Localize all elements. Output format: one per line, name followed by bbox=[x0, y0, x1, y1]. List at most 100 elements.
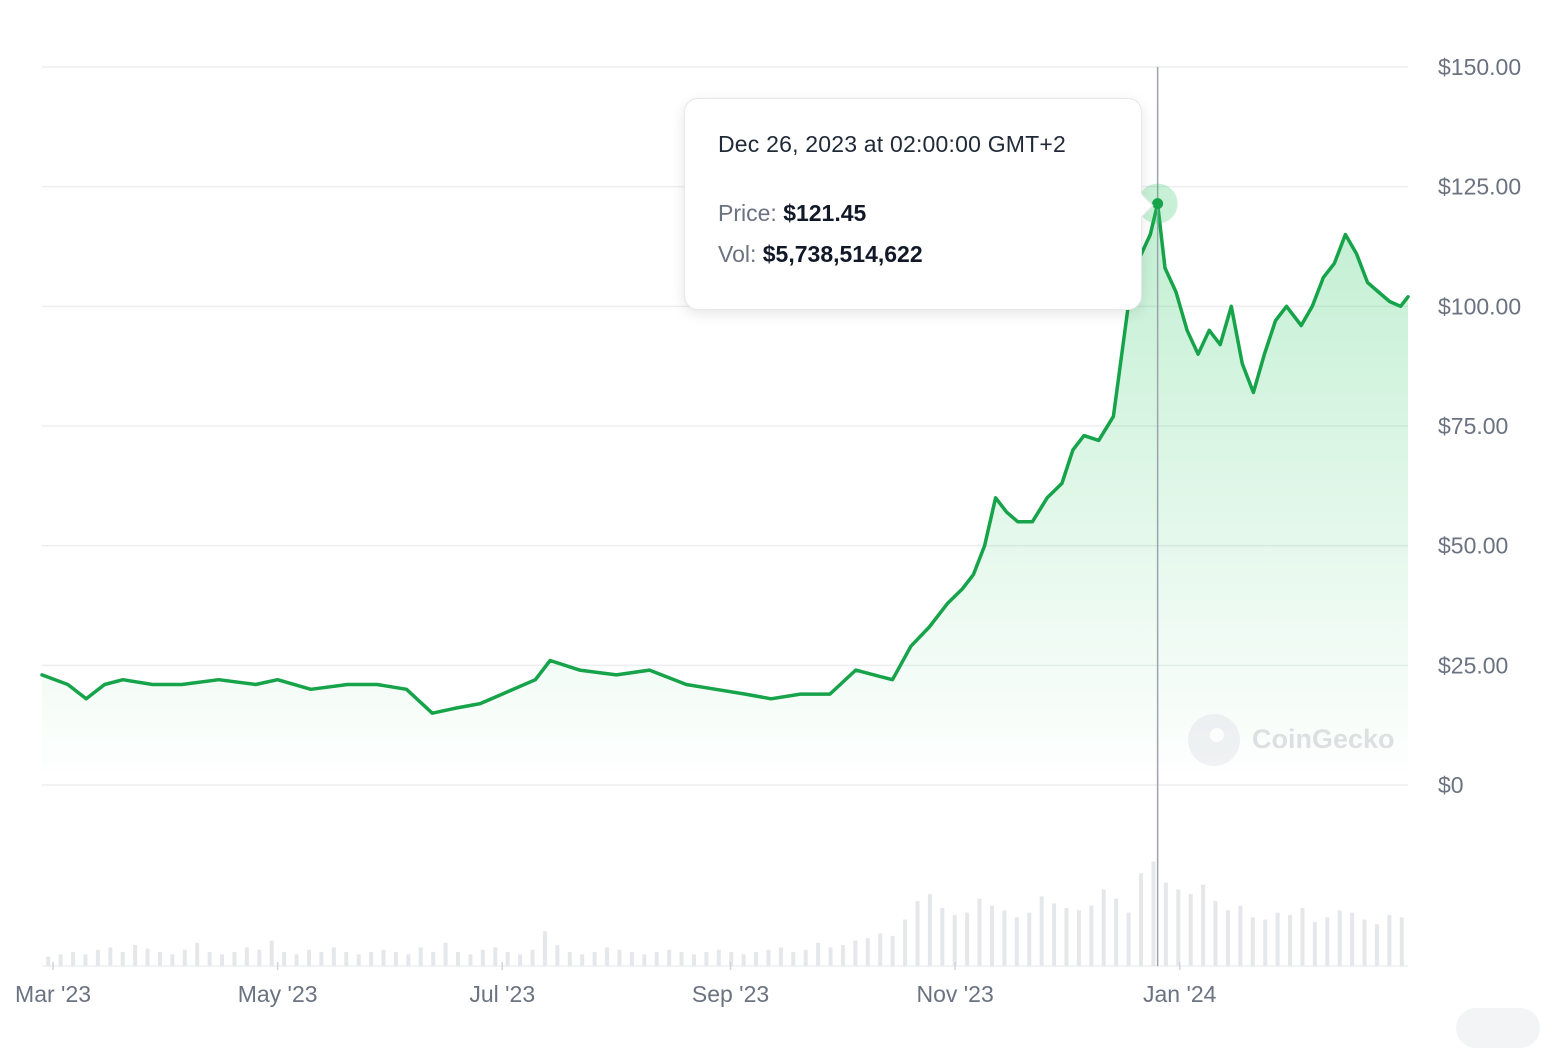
y-tick-label: $100.00 bbox=[1438, 293, 1521, 319]
volume-bar bbox=[294, 954, 299, 966]
volume-bar bbox=[443, 942, 448, 966]
volume-bar bbox=[393, 952, 398, 966]
volume-bar bbox=[754, 952, 759, 966]
x-tick-label: Nov '23 bbox=[916, 981, 993, 1007]
volume-bar bbox=[282, 952, 287, 966]
coingecko-watermark: CoinGecko bbox=[1188, 714, 1398, 768]
x-tick-label: Mar '23 bbox=[15, 981, 91, 1007]
volume-bar bbox=[865, 938, 870, 966]
price-tooltip: Dec 26, 2023 at 02:00:00 GMT+2 Price: $1… bbox=[684, 98, 1154, 310]
volume-bar bbox=[1387, 914, 1392, 966]
tooltip-volume-value: $5,738,514,622 bbox=[762, 241, 923, 267]
volume-bar bbox=[319, 952, 324, 966]
volume-bar bbox=[605, 947, 610, 966]
volume-bar bbox=[716, 949, 721, 966]
volume-bar bbox=[878, 933, 883, 966]
volume-bar bbox=[592, 952, 597, 966]
volume-bar bbox=[580, 954, 585, 966]
volume-bar bbox=[704, 952, 709, 966]
tooltip-volume-row: Vol: $5,738,514,622 bbox=[718, 241, 1141, 268]
volume-bar bbox=[903, 919, 908, 966]
hover-point[interactable] bbox=[1152, 198, 1164, 210]
x-tick-label: Sep '23 bbox=[692, 981, 769, 1007]
volume-bar bbox=[1151, 861, 1156, 966]
volume-bar bbox=[58, 954, 63, 966]
price-chart[interactable]: $150.00 $125.00 $100.00 $75.00 $50.00 $25.00 $… bbox=[0, 0, 1560, 1026]
y-axis: $150.00 $125.00 $100.00 $75.00 $50.00 $25.00 $… bbox=[1438, 54, 1521, 798]
volume-bar bbox=[505, 952, 510, 966]
volume-bar bbox=[170, 954, 175, 966]
volume-bar bbox=[1027, 912, 1032, 966]
volume-bar bbox=[1225, 910, 1230, 966]
volume-bar bbox=[691, 954, 696, 966]
tooltip-date: Dec 26, 2023 at 02:00:00 GMT+2 bbox=[718, 131, 1067, 157]
corner-control[interactable] bbox=[1456, 1008, 1540, 1048]
volume-bar bbox=[1139, 873, 1144, 966]
volume-bar bbox=[1101, 889, 1106, 966]
volume-bar bbox=[977, 898, 982, 966]
volume-bar bbox=[145, 948, 150, 966]
volume-bar bbox=[617, 949, 622, 966]
volume-bar bbox=[1163, 882, 1168, 966]
volume-bar bbox=[679, 952, 684, 966]
price-area bbox=[42, 203, 1408, 785]
volume-bar bbox=[418, 947, 423, 966]
volume-bar bbox=[456, 952, 461, 966]
volume-bar bbox=[1176, 889, 1181, 966]
volume-bar bbox=[567, 952, 572, 966]
volume-bar bbox=[83, 954, 88, 966]
volume-bar bbox=[257, 949, 262, 966]
volume-bar bbox=[381, 949, 386, 966]
volume-bar bbox=[1126, 912, 1131, 966]
gecko-logo-icon bbox=[1188, 714, 1240, 766]
volume-bar bbox=[1188, 894, 1193, 966]
tooltip-price-value: $121.45 bbox=[783, 200, 867, 226]
volume-bars bbox=[42, 861, 1408, 967]
volume-bar bbox=[232, 952, 237, 966]
volume-bar bbox=[1238, 905, 1243, 966]
volume-bar bbox=[1275, 912, 1280, 966]
volume-bar bbox=[890, 935, 895, 966]
volume-bar bbox=[157, 952, 162, 966]
y-tick-label: $150.00 bbox=[1438, 54, 1521, 80]
tooltip-volume-label: Vol: bbox=[718, 241, 757, 267]
volume-bar bbox=[629, 952, 634, 966]
volume-bar bbox=[1039, 896, 1044, 966]
y-tick-label: $25.00 bbox=[1438, 652, 1508, 678]
volume-bar bbox=[1300, 908, 1305, 966]
volume-bar bbox=[803, 949, 808, 966]
tooltip-price-label: Price: bbox=[718, 200, 777, 226]
price-line bbox=[40, 201, 1410, 715]
volume-bar bbox=[1076, 910, 1081, 966]
volume-bar bbox=[71, 952, 76, 966]
volume-bar bbox=[741, 954, 746, 966]
volume-bar bbox=[1014, 917, 1019, 966]
x-tick-label: Jan '24 bbox=[1143, 981, 1217, 1007]
volume-bar bbox=[331, 947, 336, 966]
tooltip-price-row: Price: $121.45 bbox=[718, 200, 1141, 227]
volume-bar bbox=[952, 914, 957, 966]
volume-bar bbox=[1089, 905, 1094, 966]
volume-bar bbox=[965, 912, 970, 966]
volume-bar bbox=[766, 949, 771, 966]
volume-bar bbox=[1288, 914, 1293, 966]
volume-bar bbox=[493, 947, 498, 966]
x-tick-label: May '23 bbox=[238, 981, 318, 1007]
volume-bar bbox=[133, 945, 138, 966]
volume-bar bbox=[1052, 903, 1057, 966]
volume-bar bbox=[542, 931, 547, 966]
volume-bar bbox=[1350, 912, 1355, 966]
volume-bar bbox=[1312, 921, 1317, 966]
volume-bar bbox=[207, 952, 212, 966]
volume-bar bbox=[120, 952, 125, 966]
volume-bar bbox=[1325, 917, 1330, 966]
volume-bar bbox=[729, 952, 734, 966]
volume-bar bbox=[182, 949, 187, 966]
volume-bar bbox=[1114, 898, 1119, 966]
volume-bar bbox=[1374, 924, 1379, 966]
volume-bar bbox=[840, 945, 845, 966]
volume-bar bbox=[778, 947, 783, 966]
volume-bar bbox=[306, 949, 311, 966]
volume-bar bbox=[940, 908, 945, 966]
volume-bar bbox=[269, 940, 274, 966]
